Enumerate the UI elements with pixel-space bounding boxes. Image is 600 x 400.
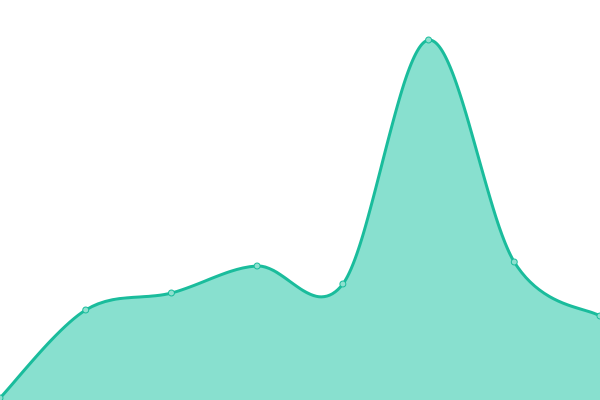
data-point-0 [0, 394, 4, 400]
data-point-6 [510, 258, 518, 266]
data-point-5 [425, 36, 433, 44]
data-points [0, 36, 600, 400]
data-point-4 [339, 280, 347, 288]
data-point-7 [596, 312, 600, 320]
data-point-3 [253, 262, 261, 270]
data-point-1 [82, 306, 90, 314]
area-fill [0, 39, 600, 400]
data-point-2 [167, 289, 175, 297]
